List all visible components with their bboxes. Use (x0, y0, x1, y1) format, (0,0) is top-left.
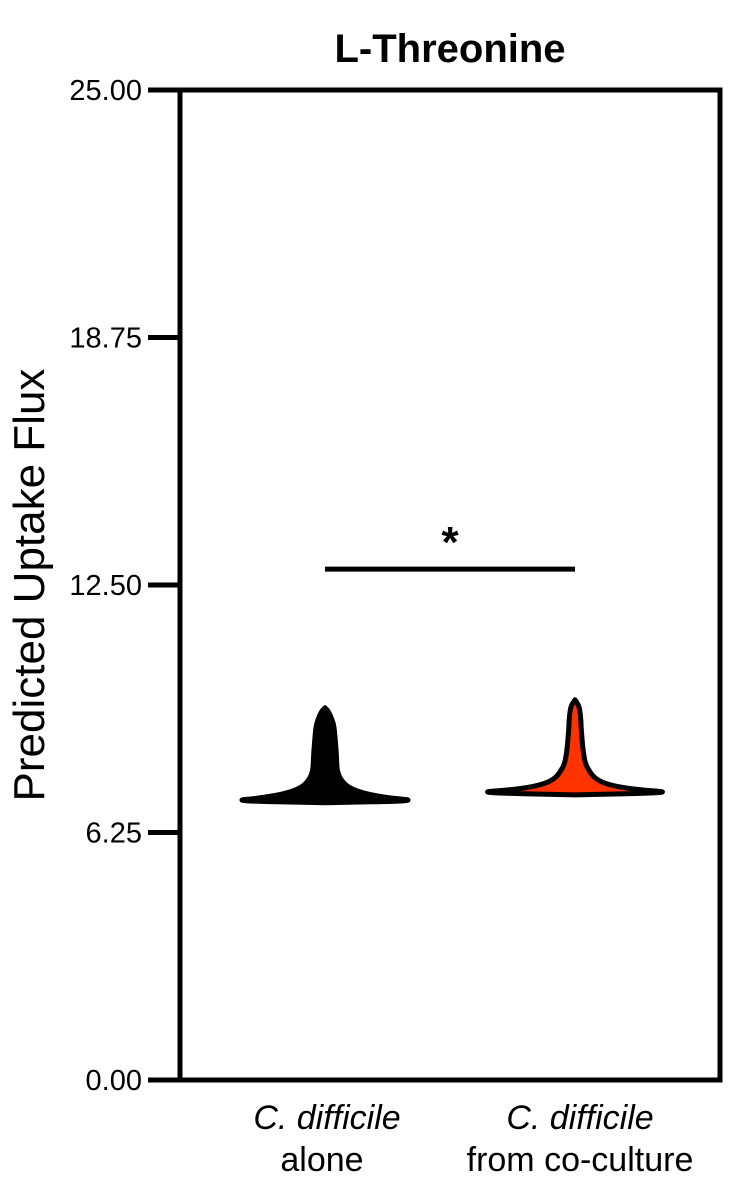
significance-star: * (441, 518, 459, 567)
chart-title: L-Threonine (334, 27, 565, 71)
violins (239, 697, 665, 806)
violin-2 (485, 697, 665, 798)
y-axis-label: Predicted Uptake Flux (5, 369, 54, 802)
category-label-species: C. difficile (253, 1099, 400, 1137)
y-tick-label: 6.25 (86, 818, 142, 850)
category-label-species: C. difficile (506, 1099, 653, 1137)
y-tick-label: 25.00 (69, 75, 142, 107)
x-axis-categories: C. difficile alone C. difficile from co-cul… (253, 1099, 693, 1179)
y-axis-ticks: 0.00 6.25 12.50 18.75 25.00 (69, 75, 180, 1097)
category-label-condition: alone (280, 1141, 363, 1179)
y-tick-label: 12.50 (69, 570, 142, 602)
significance-annotation: * (325, 518, 575, 572)
y-tick-label: 0.00 (86, 1065, 142, 1097)
y-tick-label: 18.75 (69, 323, 142, 355)
category-label-condition: from co-culture (467, 1141, 694, 1179)
plot-frame (177, 87, 723, 1083)
violin-1 (239, 705, 411, 806)
